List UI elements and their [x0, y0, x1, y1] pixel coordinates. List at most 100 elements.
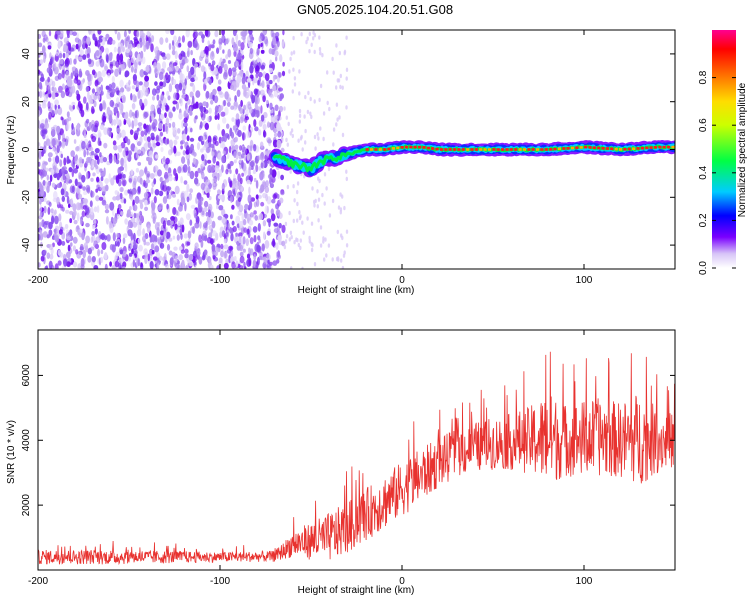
noise-speckle — [281, 224, 286, 234]
noise-speckle — [145, 179, 151, 184]
noise-speckle — [82, 186, 86, 191]
noise-speckle — [48, 260, 53, 269]
noise-speckle — [208, 196, 212, 201]
noise-speckle — [188, 254, 194, 261]
noise-speckle — [256, 106, 261, 111]
noise-speckle — [104, 263, 108, 269]
noise-speckle — [255, 164, 259, 173]
noise-speckle — [145, 64, 150, 73]
noise-speckle — [323, 172, 327, 177]
noise-speckle — [117, 152, 120, 160]
noise-speckle — [127, 229, 133, 237]
noise-speckle — [323, 201, 326, 206]
noise-speckle — [99, 152, 102, 158]
noise-speckle — [235, 113, 240, 120]
noise-speckle — [128, 178, 132, 183]
noise-speckle — [276, 194, 280, 199]
signal-peak-mark — [509, 148, 513, 151]
noise-speckle — [258, 166, 262, 171]
noise-speckle — [145, 139, 149, 148]
noise-speckle — [260, 105, 263, 114]
noise-speckle — [322, 236, 325, 241]
noise-speckle — [173, 92, 178, 100]
noise-speckle — [161, 94, 164, 100]
noise-speckle — [221, 182, 225, 192]
noise-speckle — [332, 142, 335, 147]
spectrogram-x-axis-title: Height of straight line (km) — [298, 285, 415, 296]
noise-speckle — [290, 51, 293, 56]
noise-speckle — [51, 80, 56, 88]
noise-speckle — [297, 138, 300, 143]
noise-speckle — [212, 230, 217, 237]
noise-speckle — [97, 248, 101, 257]
noise-speckle — [187, 230, 192, 239]
noise-speckle — [167, 74, 171, 82]
noise-speckle — [232, 70, 237, 78]
noise-speckle — [285, 115, 288, 120]
signal-peak-mark — [597, 146, 601, 150]
noise-speckle — [198, 31, 204, 36]
noise-speckle — [280, 191, 285, 196]
noise-speckle — [45, 138, 51, 146]
noise-speckle — [138, 81, 143, 86]
noise-speckle — [137, 186, 141, 192]
noise-speckle — [181, 94, 186, 99]
noise-speckle — [339, 207, 343, 212]
noise-speckle — [62, 47, 66, 52]
noise-speckle — [249, 161, 255, 167]
noise-speckle — [183, 122, 188, 128]
noise-speckle — [200, 182, 206, 190]
noise-speckle — [255, 109, 261, 118]
noise-speckle — [86, 53, 91, 59]
noise-speckle — [271, 32, 276, 38]
signal-peak-mark — [514, 148, 518, 151]
noise-speckle — [345, 67, 349, 73]
noise-speckle — [336, 256, 340, 261]
noise-speckle — [88, 146, 94, 152]
noise-speckle — [144, 199, 148, 206]
noise-speckle — [240, 31, 243, 37]
noise-speckle — [56, 30, 61, 36]
noise-speckle — [133, 243, 138, 248]
noise-speckle — [184, 248, 189, 254]
noise-speckle — [253, 77, 258, 84]
noise-speckle — [242, 125, 247, 131]
noise-speckle — [108, 114, 113, 122]
noise-speckle — [67, 231, 72, 236]
noise-speckle — [76, 93, 81, 102]
noise-speckle — [298, 119, 301, 124]
noise-speckle — [58, 52, 63, 59]
signal-peak-mark — [391, 147, 395, 150]
noise-speckle — [235, 215, 241, 224]
noise-speckle — [117, 144, 122, 149]
noise-speckle — [61, 167, 65, 175]
signal-peak-mark — [448, 148, 452, 151]
noise-speckle — [300, 32, 303, 37]
noise-speckle — [60, 188, 65, 196]
noise-speckle — [140, 262, 143, 268]
noise-speckle — [310, 114, 313, 120]
noise-speckle — [192, 84, 196, 93]
noise-speckle — [40, 85, 43, 90]
noise-speckle — [134, 146, 138, 153]
noise-speckle — [129, 194, 134, 201]
noise-speckle — [335, 102, 339, 107]
noise-speckle — [41, 102, 47, 109]
noise-speckle — [178, 36, 181, 42]
noise-speckle — [178, 53, 183, 60]
noise-speckle — [227, 48, 232, 58]
noise-speckle — [290, 128, 294, 133]
noise-speckle — [47, 180, 51, 189]
noise-speckle — [244, 266, 247, 269]
noise-speckle — [45, 265, 49, 269]
noise-speckle — [223, 133, 228, 143]
noise-speckle — [210, 264, 214, 269]
noise-speckle — [164, 138, 168, 145]
noise-speckle — [47, 45, 52, 50]
noise-speckle — [288, 210, 291, 216]
noise-speckle — [181, 259, 185, 267]
noise-speckle — [231, 261, 236, 269]
noise-speckle — [43, 34, 48, 41]
noise-speckle — [306, 109, 310, 115]
